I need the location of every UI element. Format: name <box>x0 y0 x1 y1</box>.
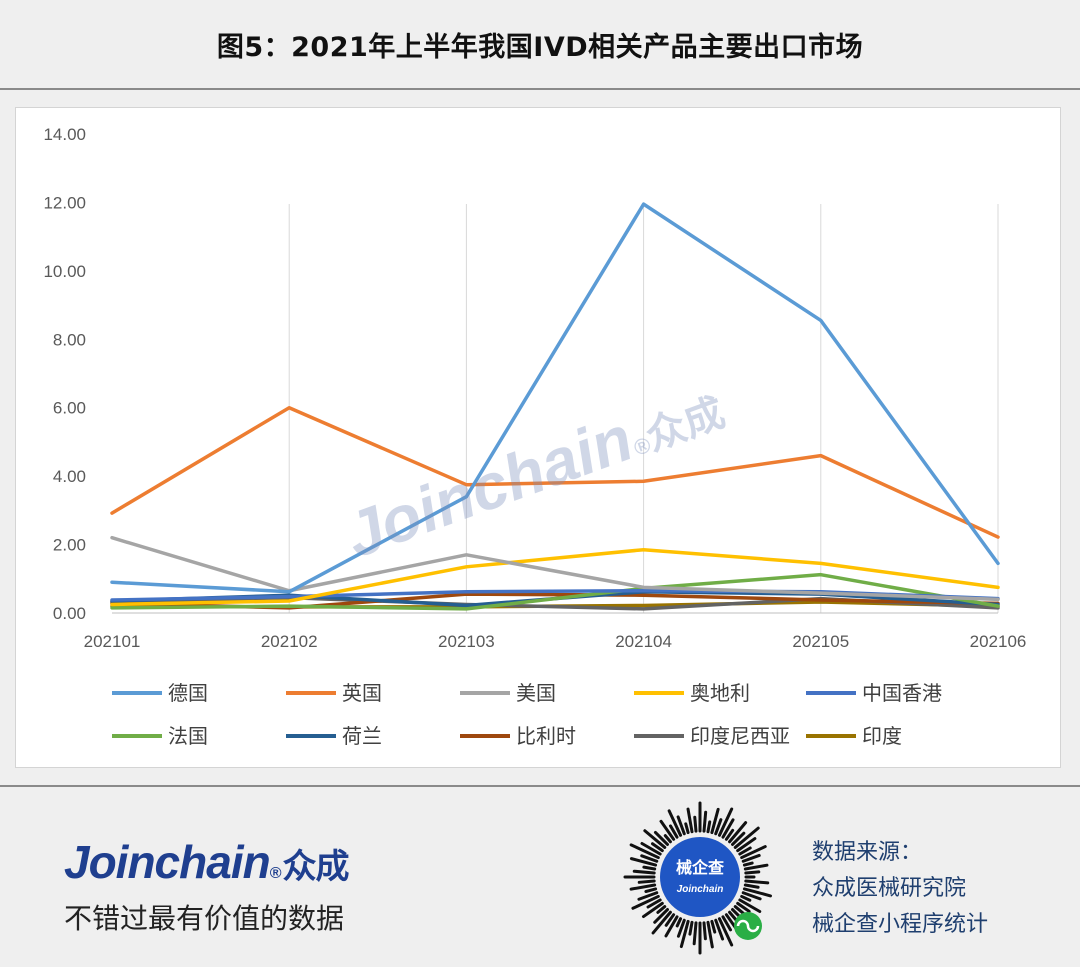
legend-label: 法国 <box>168 724 208 748</box>
source-line-2: 众成医械研究院 <box>812 876 967 901</box>
qr-rays <box>623 801 773 955</box>
series-line-5 <box>110 572 1000 611</box>
y-tick-label: 2.00 <box>53 536 86 555</box>
legend-label: 英国 <box>342 681 382 705</box>
series-line-0 <box>110 202 1000 594</box>
series-line-2 <box>110 535 1000 602</box>
y-tick-label: 10.00 <box>43 262 86 281</box>
legend-label: 中国香港 <box>862 681 942 705</box>
brand-mark: ® <box>269 865 282 882</box>
source-line-1: 数据来源： <box>812 840 923 865</box>
qr-center-cn: 械企查 <box>676 858 724 877</box>
y-tick-label: 14.00 <box>43 125 86 144</box>
footer: Joinchain®众成 不错过最有价值的数据 械企查 Joinchain 数据… <box>0 785 1080 967</box>
legend-label: 美国 <box>516 681 556 705</box>
legend-label: 印度 <box>862 724 902 748</box>
data-source: 数据来源： 众成医械研究院 械企查小程序统计 <box>812 835 988 943</box>
x-tick-label: 202103 <box>438 632 495 651</box>
x-tick-label: 202106 <box>970 632 1027 651</box>
brand-cn: 众成 <box>282 848 350 886</box>
y-tick-label: 8.00 <box>53 330 86 349</box>
legend-label: 比利时 <box>516 724 576 748</box>
y-tick-label: 0.00 <box>53 604 86 623</box>
qr-center-latin: Joinchain <box>677 884 724 895</box>
y-tick-label: 12.00 <box>43 193 86 212</box>
legend-label: 奥地利 <box>690 681 750 705</box>
header: 图5：2021年上半年我国IVD相关产品主要出口市场 <box>0 0 1080 90</box>
line-chart: 0.00 2.00 4.00 6.00 8.00 10.00 12.00 14.00 20210… <box>43 125 1027 748</box>
brand-latin: Joinchain <box>64 836 271 888</box>
legend-label: 荷兰 <box>342 724 382 748</box>
chart-panel: 0.00 2.00 4.00 6.00 8.00 10.00 12.00 14.00 20210… <box>15 107 1061 768</box>
y-tick-label: 4.00 <box>53 467 86 486</box>
page-title: 图5：2021年上半年我国IVD相关产品主要出口市场 <box>216 31 864 63</box>
x-tick-label: 202102 <box>261 632 318 651</box>
x-tick-label: 202104 <box>615 632 672 651</box>
source-line-3: 械企查小程序统计 <box>812 912 989 937</box>
slogan: 不错过最有价值的数据 <box>64 902 345 935</box>
qr-code-icon[interactable]: 械企查 Joinchain <box>622 801 778 957</box>
legend-label: 印度尼西亚 <box>690 724 790 748</box>
x-tick-label: 202105 <box>792 632 849 651</box>
series-line-3 <box>110 547 1000 607</box>
y-tick-label: 6.00 <box>53 399 86 418</box>
qr-center-badge <box>660 837 740 917</box>
legend-label: 德国 <box>168 681 208 705</box>
brand-logo: Joinchain®众成 <box>64 835 350 889</box>
x-tick-label: 202101 <box>84 632 141 651</box>
series-line-1 <box>110 405 1000 539</box>
